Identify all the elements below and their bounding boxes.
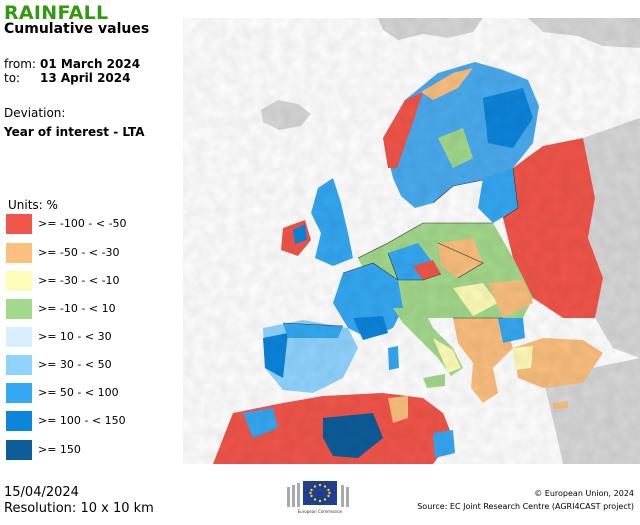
legend-swatch [6, 327, 32, 347]
legend-swatch [6, 271, 32, 291]
copyright: © European Union, 2024 [534, 489, 634, 498]
legend-item: >= -50 - < -30 [6, 243, 156, 263]
issue-date: 15/04/2024 [4, 485, 79, 500]
legend-item: >= 50 - < 100 [6, 383, 156, 403]
legend-item: >= -100 - < -50 [6, 214, 156, 234]
country-borders [282, 167, 519, 327]
legend-item: >= -30 - < -10 [6, 271, 156, 291]
legend-swatch [6, 214, 32, 234]
legend-item: >= -10 - < 10 [6, 299, 156, 319]
map-title: RAINFALL [4, 2, 109, 24]
legend-swatch [6, 411, 32, 431]
period-from: from: 01 March 2024 [4, 57, 140, 71]
legend-label: >= -10 - < 10 [38, 302, 116, 315]
legend-label: >= 100 - < 150 [38, 414, 126, 427]
legend-label: >= 30 - < 50 [38, 358, 112, 371]
legend-item: >= 10 - < 30 [6, 327, 156, 347]
legend-label: >= -50 - < -30 [38, 246, 120, 259]
resolution: Resolution: 10 x 10 km [4, 501, 154, 516]
map-texture [183, 18, 640, 464]
legend-item: >= 30 - < 50 [6, 355, 156, 375]
legend-swatch [6, 299, 32, 319]
deviation-label: Deviation: [4, 106, 66, 120]
rainfall-map [183, 18, 640, 464]
legend-units: Units: % [8, 198, 58, 212]
legend-label: >= 10 - < 30 [38, 330, 112, 343]
legend-swatch [6, 440, 32, 460]
legend-swatch [6, 355, 32, 375]
legend-item: >= 150 [6, 440, 156, 460]
legend-label: >= 50 - < 100 [38, 386, 119, 399]
map-subtitle: Cumulative values [4, 21, 150, 37]
legend-label: >= -100 - < -50 [38, 217, 127, 230]
legend-swatch [6, 243, 32, 263]
legend-label: >= -30 - < -10 [38, 274, 120, 287]
european-commission-logo: European Commission [285, 477, 353, 521]
legend-item: >= 100 - < 150 [6, 411, 156, 431]
legend-label: >= 150 [38, 443, 81, 456]
logo-text: European Commission [298, 509, 343, 514]
from-label: from: [4, 57, 36, 71]
deviation-value: Year of interest - LTA [4, 125, 145, 139]
legend-swatch [6, 383, 32, 403]
from-date: 01 March 2024 [40, 57, 141, 71]
to-date: 13 April 2024 [40, 71, 131, 85]
period-to: to: 13 April 2024 [4, 71, 130, 85]
data-source: Source: EC Joint Research Centre (AGRI4C… [417, 502, 634, 511]
to-label: to: [4, 71, 21, 85]
